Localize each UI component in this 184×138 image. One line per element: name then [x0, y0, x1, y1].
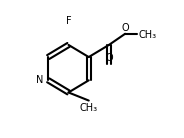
Text: N: N — [36, 75, 44, 85]
Text: O: O — [121, 23, 129, 33]
Text: O: O — [106, 53, 113, 63]
Text: CH₃: CH₃ — [139, 30, 157, 40]
Text: CH₃: CH₃ — [80, 103, 98, 113]
Text: F: F — [66, 16, 71, 26]
